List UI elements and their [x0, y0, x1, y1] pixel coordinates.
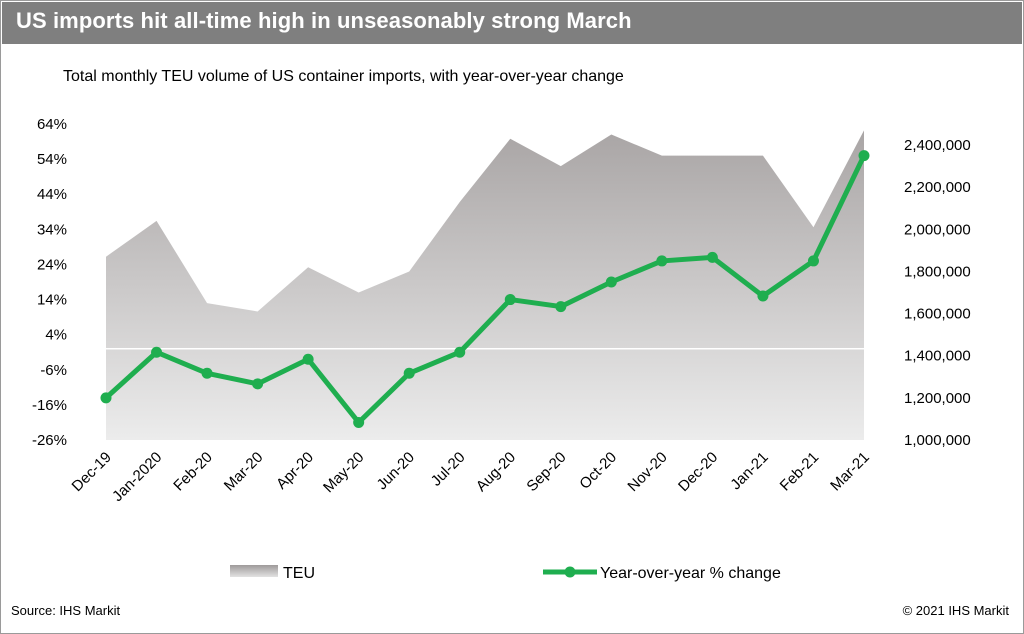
- left-axis-tick-label: 24%: [37, 256, 67, 273]
- yoy-point: [807, 255, 819, 267]
- x-axis-tick-label: Dec-20: [675, 449, 721, 495]
- x-axis-tick-label: Jul-20: [428, 449, 469, 490]
- yoy-point: [454, 346, 466, 358]
- right-axis-tick-label: 2,000,000: [904, 221, 971, 238]
- left-axis-tick-label: 14%: [37, 292, 67, 309]
- yoy-point: [252, 378, 264, 390]
- yoy-point: [706, 251, 718, 263]
- x-axis-tick-label: Jan-21: [727, 449, 771, 493]
- yoy-point: [100, 392, 112, 404]
- x-axis-tick-label: Feb-20: [170, 449, 216, 495]
- yoy-point: [151, 346, 163, 358]
- right-axis-tick-label: 1,400,000: [904, 348, 971, 365]
- legend-teu-swatch: [230, 565, 278, 577]
- title-bar: US imports hit all-time high in unseason…: [2, 2, 1022, 44]
- x-axis-tick-label: Dec-19: [69, 449, 115, 495]
- x-axis-tick-label: Mar-21: [827, 449, 873, 495]
- legend-yoy-label: Year-over-year % change: [600, 565, 781, 582]
- left-axis-tick-label: -6%: [40, 362, 67, 379]
- left-axis-tick-label: -16%: [32, 397, 67, 414]
- x-axis-tick-label: Feb-21: [777, 449, 823, 495]
- x-axis-tick-label: Jun-20: [374, 449, 418, 493]
- yoy-point: [353, 416, 365, 428]
- left-axis-tick-label: 54%: [37, 151, 67, 168]
- copyright-note: © 2021 IHS Markit: [902, 603, 1009, 618]
- legend-teu-label: TEU: [283, 565, 315, 582]
- left-axis-tick-label: 4%: [45, 327, 67, 344]
- yoy-point: [504, 294, 516, 306]
- yoy-point: [757, 290, 769, 302]
- left-axis-tick-label: 64%: [37, 116, 67, 133]
- chart-title: US imports hit all-time high in unseason…: [16, 8, 632, 33]
- yoy-point: [605, 276, 617, 288]
- x-axis-tick-label: Aug-20: [473, 449, 519, 495]
- yoy-point: [302, 353, 314, 365]
- right-axis-tick-label: 1,200,000: [904, 390, 971, 407]
- right-axis-tick-label: 1,800,000: [904, 263, 971, 280]
- legend-yoy-marker: [564, 566, 576, 578]
- left-axis-tick-label: 44%: [37, 186, 67, 203]
- yoy-point: [656, 255, 668, 267]
- right-axis-tick-label: 1,600,000: [904, 306, 971, 323]
- x-axis-tick-label: Mar-20: [221, 449, 267, 495]
- left-axis-tick-label: -26%: [32, 432, 67, 449]
- right-axis-tick-label: 2,200,000: [904, 179, 971, 196]
- x-axis-tick-label: Nov-20: [624, 449, 670, 495]
- x-axis-tick-label: Sep-20: [523, 449, 569, 495]
- source-note: Source: IHS Markit: [11, 603, 121, 618]
- teu-area: [106, 130, 864, 440]
- chart-subtitle: Total monthly TEU volume of US container…: [63, 68, 624, 85]
- yoy-point: [858, 150, 870, 162]
- yoy-line: [103, 153, 867, 425]
- right-axis-tick-label: 2,400,000: [904, 137, 971, 154]
- x-axis-tick-label: Jan-2020: [109, 449, 165, 505]
- x-axis-tick-label: Oct-20: [576, 449, 620, 493]
- yoy-point: [403, 367, 415, 379]
- x-axis-tick-label: May-20: [320, 449, 367, 496]
- yoy-point: [201, 367, 213, 379]
- left-axis-tick-label: 34%: [37, 221, 67, 238]
- x-axis-tick-label: Apr-20: [273, 449, 317, 493]
- yoy-point: [555, 301, 567, 313]
- right-axis-tick-label: 1,000,000: [904, 432, 971, 449]
